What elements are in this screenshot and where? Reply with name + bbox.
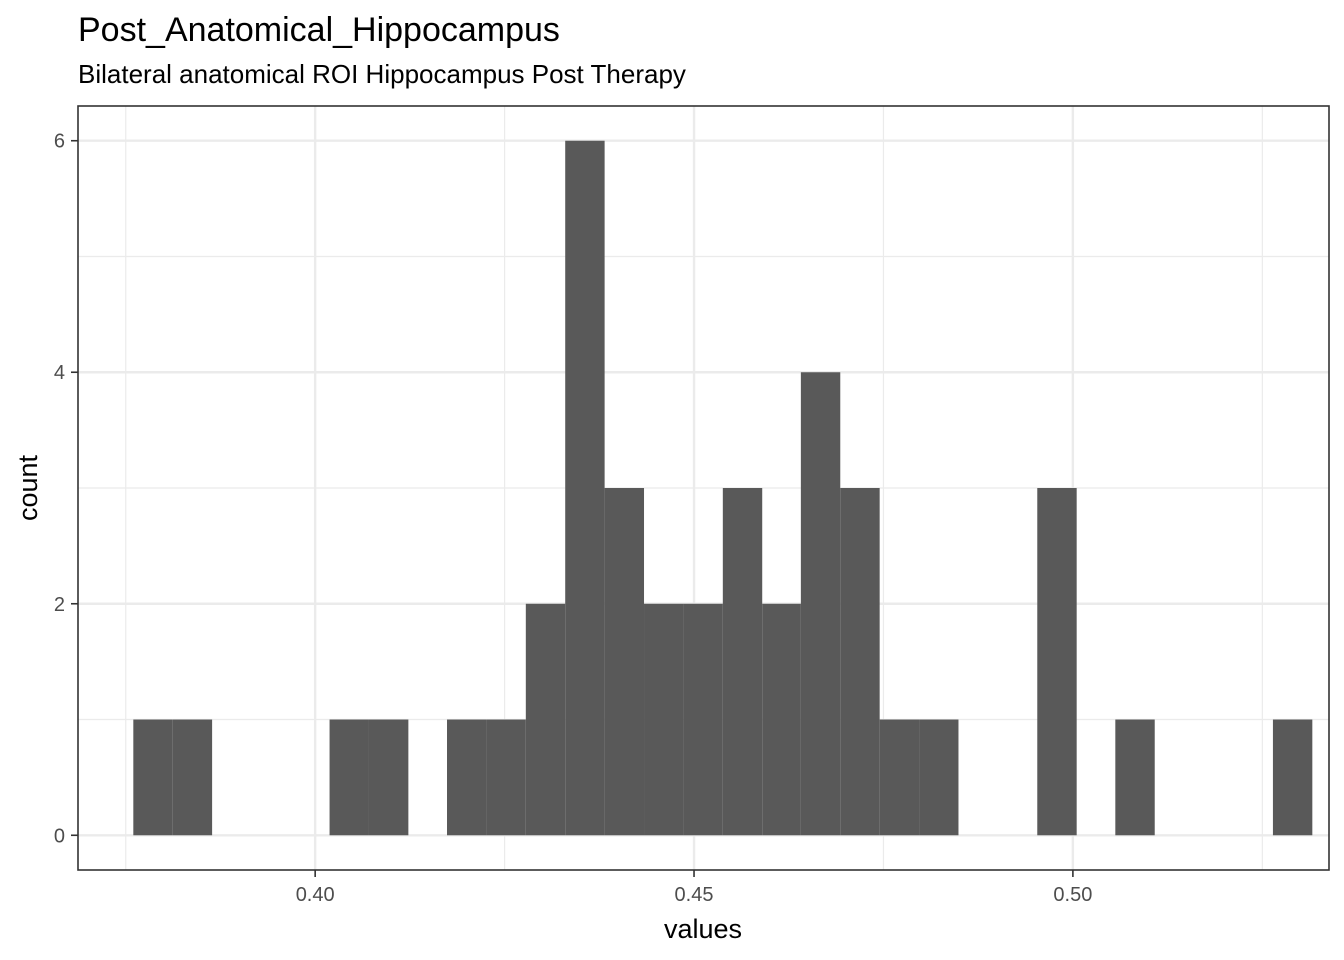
histogram-bar: [1272, 719, 1313, 836]
histogram-bars: [133, 140, 1313, 836]
x-tick-label: 0.40: [296, 884, 335, 906]
chart-subtitle: Bilateral anatomical ROI Hippocampus Pos…: [78, 59, 686, 89]
plot-panel-border: [77, 105, 1330, 871]
histogram-bar: [1037, 488, 1077, 836]
x-axis: 0.40 0.45 0.50: [296, 870, 1092, 906]
y-tick-label: 0: [54, 825, 65, 847]
y-tick-label: 2: [54, 594, 65, 616]
histogram-bar: [644, 603, 684, 836]
x-axis-label: values: [664, 914, 742, 944]
y-axis-label: count: [13, 454, 43, 521]
histogram-bar: [133, 719, 173, 836]
histogram-bar: [486, 719, 526, 836]
histogram-bar: [525, 603, 566, 836]
histogram-bar: [604, 488, 645, 836]
x-tick-label: 0.50: [1053, 884, 1092, 906]
histogram-bar: [919, 719, 959, 836]
histogram-bar: [368, 719, 409, 836]
histogram-bar: [172, 719, 213, 836]
histogram-bar: [722, 488, 763, 836]
histogram-bar: [683, 603, 723, 836]
histogram-bar: [800, 372, 841, 836]
y-tick-label: 4: [54, 362, 65, 384]
histogram-bar: [565, 140, 605, 836]
histogram-bar: [329, 719, 369, 836]
histogram-bar: [879, 719, 920, 836]
y-axis: 0 2 4 6: [54, 131, 78, 847]
histogram-bar: [447, 719, 487, 836]
histogram-bar: [762, 603, 801, 836]
histogram-bar: [840, 488, 880, 836]
grid-minor: [78, 106, 1329, 870]
chart-title: Post_Anatomical_Hippocampus: [78, 11, 560, 49]
y-tick-label: 6: [54, 131, 65, 153]
x-tick-label: 0.45: [675, 884, 714, 906]
histogram-bar: [1115, 719, 1155, 836]
